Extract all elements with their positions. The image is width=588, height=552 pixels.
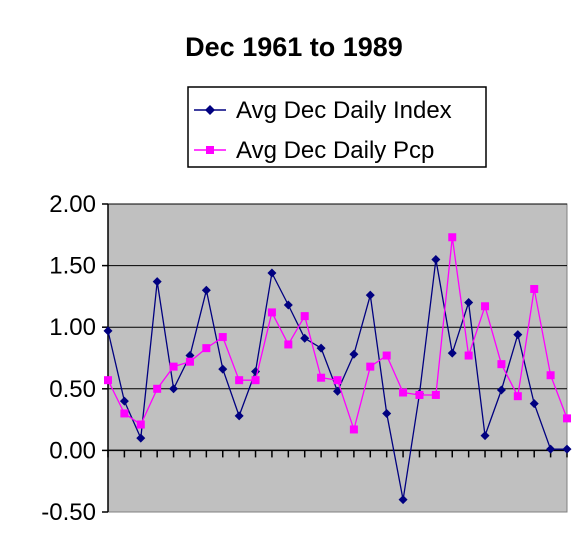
chart-title: Dec 1961 to 1989 xyxy=(185,32,403,62)
legend-box xyxy=(187,86,487,168)
series-0-point-10 xyxy=(267,268,277,278)
series-1-point-11 xyxy=(284,340,293,349)
series-1-point-19 xyxy=(415,390,424,399)
series-0-point-7 xyxy=(218,364,228,374)
series-1-point-10 xyxy=(267,308,276,317)
series-1-point-25 xyxy=(513,392,522,401)
series-layer xyxy=(103,233,572,505)
series-1-point-15 xyxy=(349,425,358,434)
series-1-point-8 xyxy=(235,376,244,385)
series-0-point-12 xyxy=(300,333,310,343)
series-0-point-1 xyxy=(119,396,129,406)
plot-area: 2.00 1.50 1.00 0.50 0.00 -0.50 xyxy=(41,191,572,526)
series-0-point-27 xyxy=(546,444,556,454)
series-0-point-26 xyxy=(529,399,539,409)
y-tick-label-0: 2.00 xyxy=(49,191,96,218)
plot-background xyxy=(107,203,568,513)
series-1-point-9 xyxy=(251,376,260,385)
series-0-point-4 xyxy=(169,384,179,394)
series-1-point-3 xyxy=(153,384,162,393)
series-1-point-18 xyxy=(399,388,408,397)
series-0-point-23 xyxy=(480,431,490,441)
y-axis: 2.00 1.50 1.00 0.50 0.00 -0.50 xyxy=(41,191,109,526)
series-1-point-1 xyxy=(120,409,129,418)
legend-marker-index-icon xyxy=(205,105,215,115)
series-1-point-2 xyxy=(136,420,145,429)
series-0-point-3 xyxy=(152,277,162,287)
legend-entry-index: Avg Dec Daily Index xyxy=(194,97,452,124)
series-0-point-11 xyxy=(283,300,293,310)
series-0-point-2 xyxy=(136,433,146,443)
series-0-point-15 xyxy=(349,349,359,359)
series-1-point-22 xyxy=(464,351,473,360)
series-0-point-25 xyxy=(513,330,523,340)
series-0-point-16 xyxy=(365,290,375,300)
series-1-point-12 xyxy=(300,312,309,321)
series-1 xyxy=(104,233,571,434)
series-1-point-16 xyxy=(366,362,375,371)
series-0-point-24 xyxy=(496,385,506,395)
series-0-point-17 xyxy=(382,408,392,418)
series-1-point-20 xyxy=(431,390,440,399)
series-0-point-8 xyxy=(234,411,244,421)
legend-entry-pcp: Avg Dec Daily Pcp xyxy=(194,137,434,164)
x-axis xyxy=(107,449,568,458)
series-0-point-18 xyxy=(398,495,408,505)
series-1-point-17 xyxy=(382,351,391,360)
series-1-point-14 xyxy=(333,376,342,385)
legend-label-index: Avg Dec Daily Index xyxy=(236,97,452,124)
legend-label-pcp: Avg Dec Daily Pcp xyxy=(236,137,434,164)
series-0-point-0 xyxy=(103,326,113,336)
legend-marker-pcp-icon xyxy=(206,146,214,154)
legend: Avg Dec Daily Index Avg Dec Daily Pcp xyxy=(187,86,487,168)
series-1-point-0 xyxy=(104,376,112,385)
series-1-point-13 xyxy=(317,373,326,382)
series-1-point-4 xyxy=(169,362,178,371)
y-tick-label-2: 1.00 xyxy=(49,314,96,341)
y-tick-label-3: 0.50 xyxy=(49,376,96,403)
series-1-point-7 xyxy=(218,333,227,342)
y-tick-label-5: -0.50 xyxy=(41,499,96,526)
series-1-point-23 xyxy=(481,302,490,311)
series-0-point-6 xyxy=(201,285,211,295)
series-1-point-24 xyxy=(497,360,506,369)
series-1-point-6 xyxy=(202,344,211,353)
series-1-point-27 xyxy=(546,371,555,380)
y-tick-label-1: 1.50 xyxy=(49,253,96,280)
series-0-point-28 xyxy=(562,444,572,454)
series-1-point-5 xyxy=(185,357,194,366)
series-1-point-21 xyxy=(448,233,457,242)
series-1-point-28 xyxy=(563,414,571,423)
series-0-point-20 xyxy=(431,254,441,264)
series-0-point-21 xyxy=(447,348,457,358)
series-0-point-13 xyxy=(316,343,326,353)
y-tick-label-4: 0.00 xyxy=(49,437,96,464)
series-0-point-22 xyxy=(464,298,474,308)
series-1-point-26 xyxy=(530,285,539,294)
series-0 xyxy=(103,254,572,505)
